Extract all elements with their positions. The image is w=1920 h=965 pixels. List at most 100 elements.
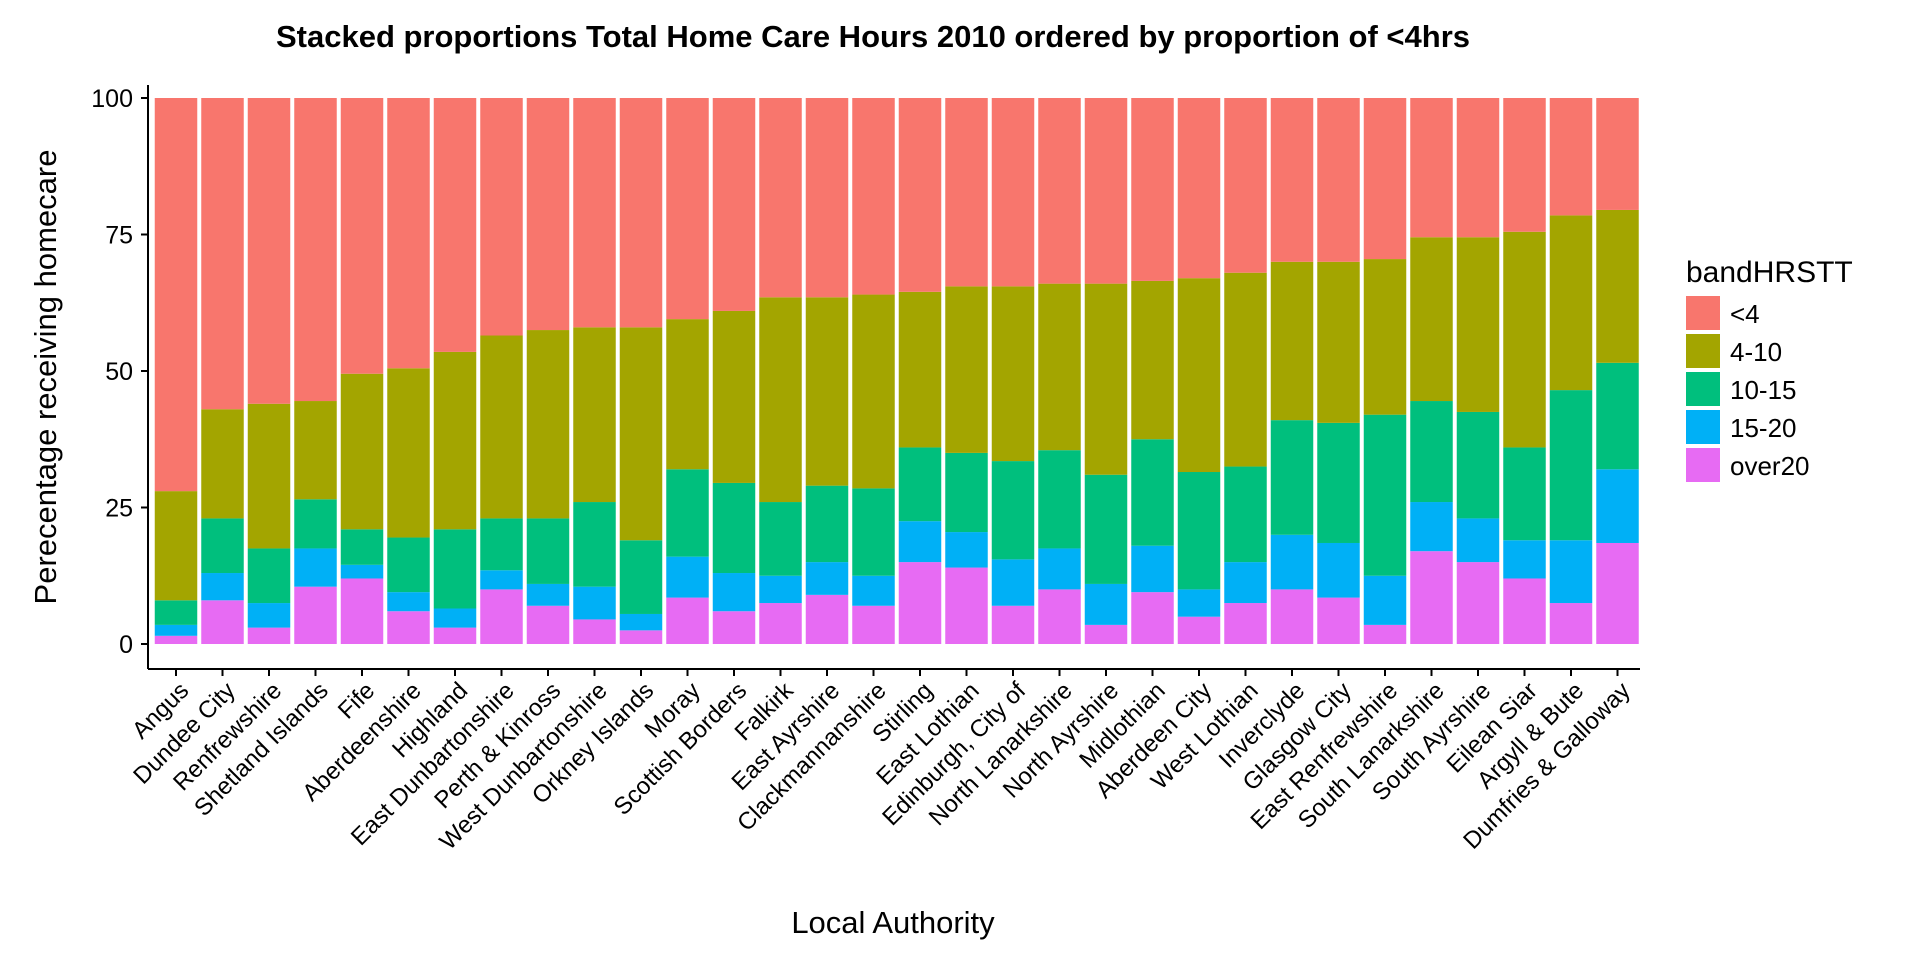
bar-segment — [1549, 603, 1593, 644]
bar-segment — [1410, 237, 1453, 402]
legend-swatch — [1686, 296, 1720, 330]
bar-segment — [666, 469, 709, 557]
bar-segment — [991, 605, 1035, 644]
bar-segment — [852, 98, 895, 295]
bar-segment — [573, 619, 616, 644]
legend-label: 4-10 — [1730, 337, 1782, 367]
bar-segment — [759, 297, 802, 503]
bar-segment — [1270, 534, 1314, 590]
bar-segment — [480, 518, 523, 571]
bar-segment — [619, 540, 663, 614]
bar-segment — [1503, 578, 1546, 644]
bar-segment — [945, 98, 988, 287]
bar-segment — [433, 608, 477, 628]
bar-segment — [712, 573, 756, 612]
bar-segment — [852, 605, 895, 644]
bar-segment — [1410, 502, 1453, 552]
bar-segment — [294, 98, 337, 402]
bar-segment — [1503, 231, 1546, 448]
bar-segment — [433, 98, 477, 352]
bar-segment — [1363, 414, 1407, 576]
legend-swatch — [1686, 372, 1720, 406]
bar-segment — [387, 592, 430, 612]
bar-segment — [1596, 542, 1639, 644]
legend-label: <4 — [1730, 299, 1760, 329]
bar-segment — [1038, 98, 1081, 284]
y-tick-label: 25 — [105, 495, 133, 523]
bar-segment — [526, 605, 570, 644]
bar-segment — [340, 98, 384, 374]
bar-segment — [666, 597, 709, 644]
bar-segment — [945, 532, 988, 568]
bar-segment — [294, 548, 337, 587]
bar-segment — [294, 586, 337, 644]
bar-segment — [619, 630, 663, 644]
bar-segment — [526, 583, 570, 606]
bar-segment — [1084, 583, 1128, 625]
bar-segment — [898, 521, 942, 563]
bar-segment — [247, 548, 291, 604]
bar-segment — [712, 310, 756, 483]
bar-segment — [898, 98, 942, 292]
bar-segment — [1270, 589, 1314, 644]
bar-segment — [1596, 209, 1639, 363]
bar-segment — [1317, 422, 1360, 543]
bar-segment — [1596, 469, 1639, 543]
bar-segment — [1456, 562, 1500, 644]
bar-segment — [573, 586, 616, 620]
bar-segment — [247, 98, 291, 404]
bar-segment — [387, 368, 430, 538]
bar-segment — [1084, 474, 1128, 584]
bar-segment — [1456, 98, 1500, 238]
bar-segment — [526, 98, 570, 331]
bar-segment — [1456, 411, 1500, 519]
bar-segment — [759, 575, 802, 604]
bar-segment — [898, 291, 942, 448]
bar-segment — [852, 488, 895, 576]
bar-segment — [340, 373, 384, 530]
bar-segment — [1038, 548, 1081, 590]
bar-segment — [1456, 518, 1500, 563]
bar-segment — [1038, 589, 1081, 644]
bar-segment — [619, 613, 663, 631]
bar-segment — [712, 98, 756, 311]
bar-segment — [805, 485, 849, 563]
legend-label: 15-20 — [1730, 413, 1797, 443]
bar-segment — [1596, 98, 1639, 210]
bar-segment — [154, 635, 198, 644]
bar-segment — [991, 461, 1035, 560]
bar-segment — [805, 594, 849, 644]
bar-segment — [201, 409, 244, 519]
bar-segment — [1270, 420, 1314, 535]
bar-segment — [387, 611, 430, 644]
bar-segment — [1131, 98, 1174, 281]
bar-segment — [1363, 259, 1407, 415]
bar-segment — [387, 98, 430, 369]
bar-segment — [1363, 98, 1407, 260]
y-tick-label: 100 — [91, 85, 133, 113]
bar-segment — [294, 499, 337, 549]
bar-segment — [1503, 447, 1546, 541]
bar-segment — [712, 482, 756, 574]
bar-segment — [619, 327, 663, 541]
bar-segment — [666, 98, 709, 320]
bar-segment — [201, 573, 244, 601]
bar-segment — [480, 98, 523, 336]
bar-segment — [247, 403, 291, 549]
legend-label: 10-15 — [1730, 375, 1797, 405]
bar-segment — [154, 600, 198, 625]
bar-segment — [526, 518, 570, 584]
bar-segment — [1038, 283, 1081, 451]
bar-segment — [1410, 551, 1453, 644]
bar-segment — [1549, 540, 1593, 604]
bar-segment — [805, 98, 849, 298]
bar-segment — [1317, 98, 1360, 262]
bar-segment — [759, 98, 802, 298]
y-axis-title: Perecentage receiving homecare — [28, 150, 63, 605]
bar-segment — [1503, 540, 1546, 579]
bar-segment — [1177, 278, 1221, 473]
bar-segment — [1177, 589, 1221, 617]
bar-segment — [1131, 439, 1174, 546]
bar-segment — [805, 562, 849, 595]
